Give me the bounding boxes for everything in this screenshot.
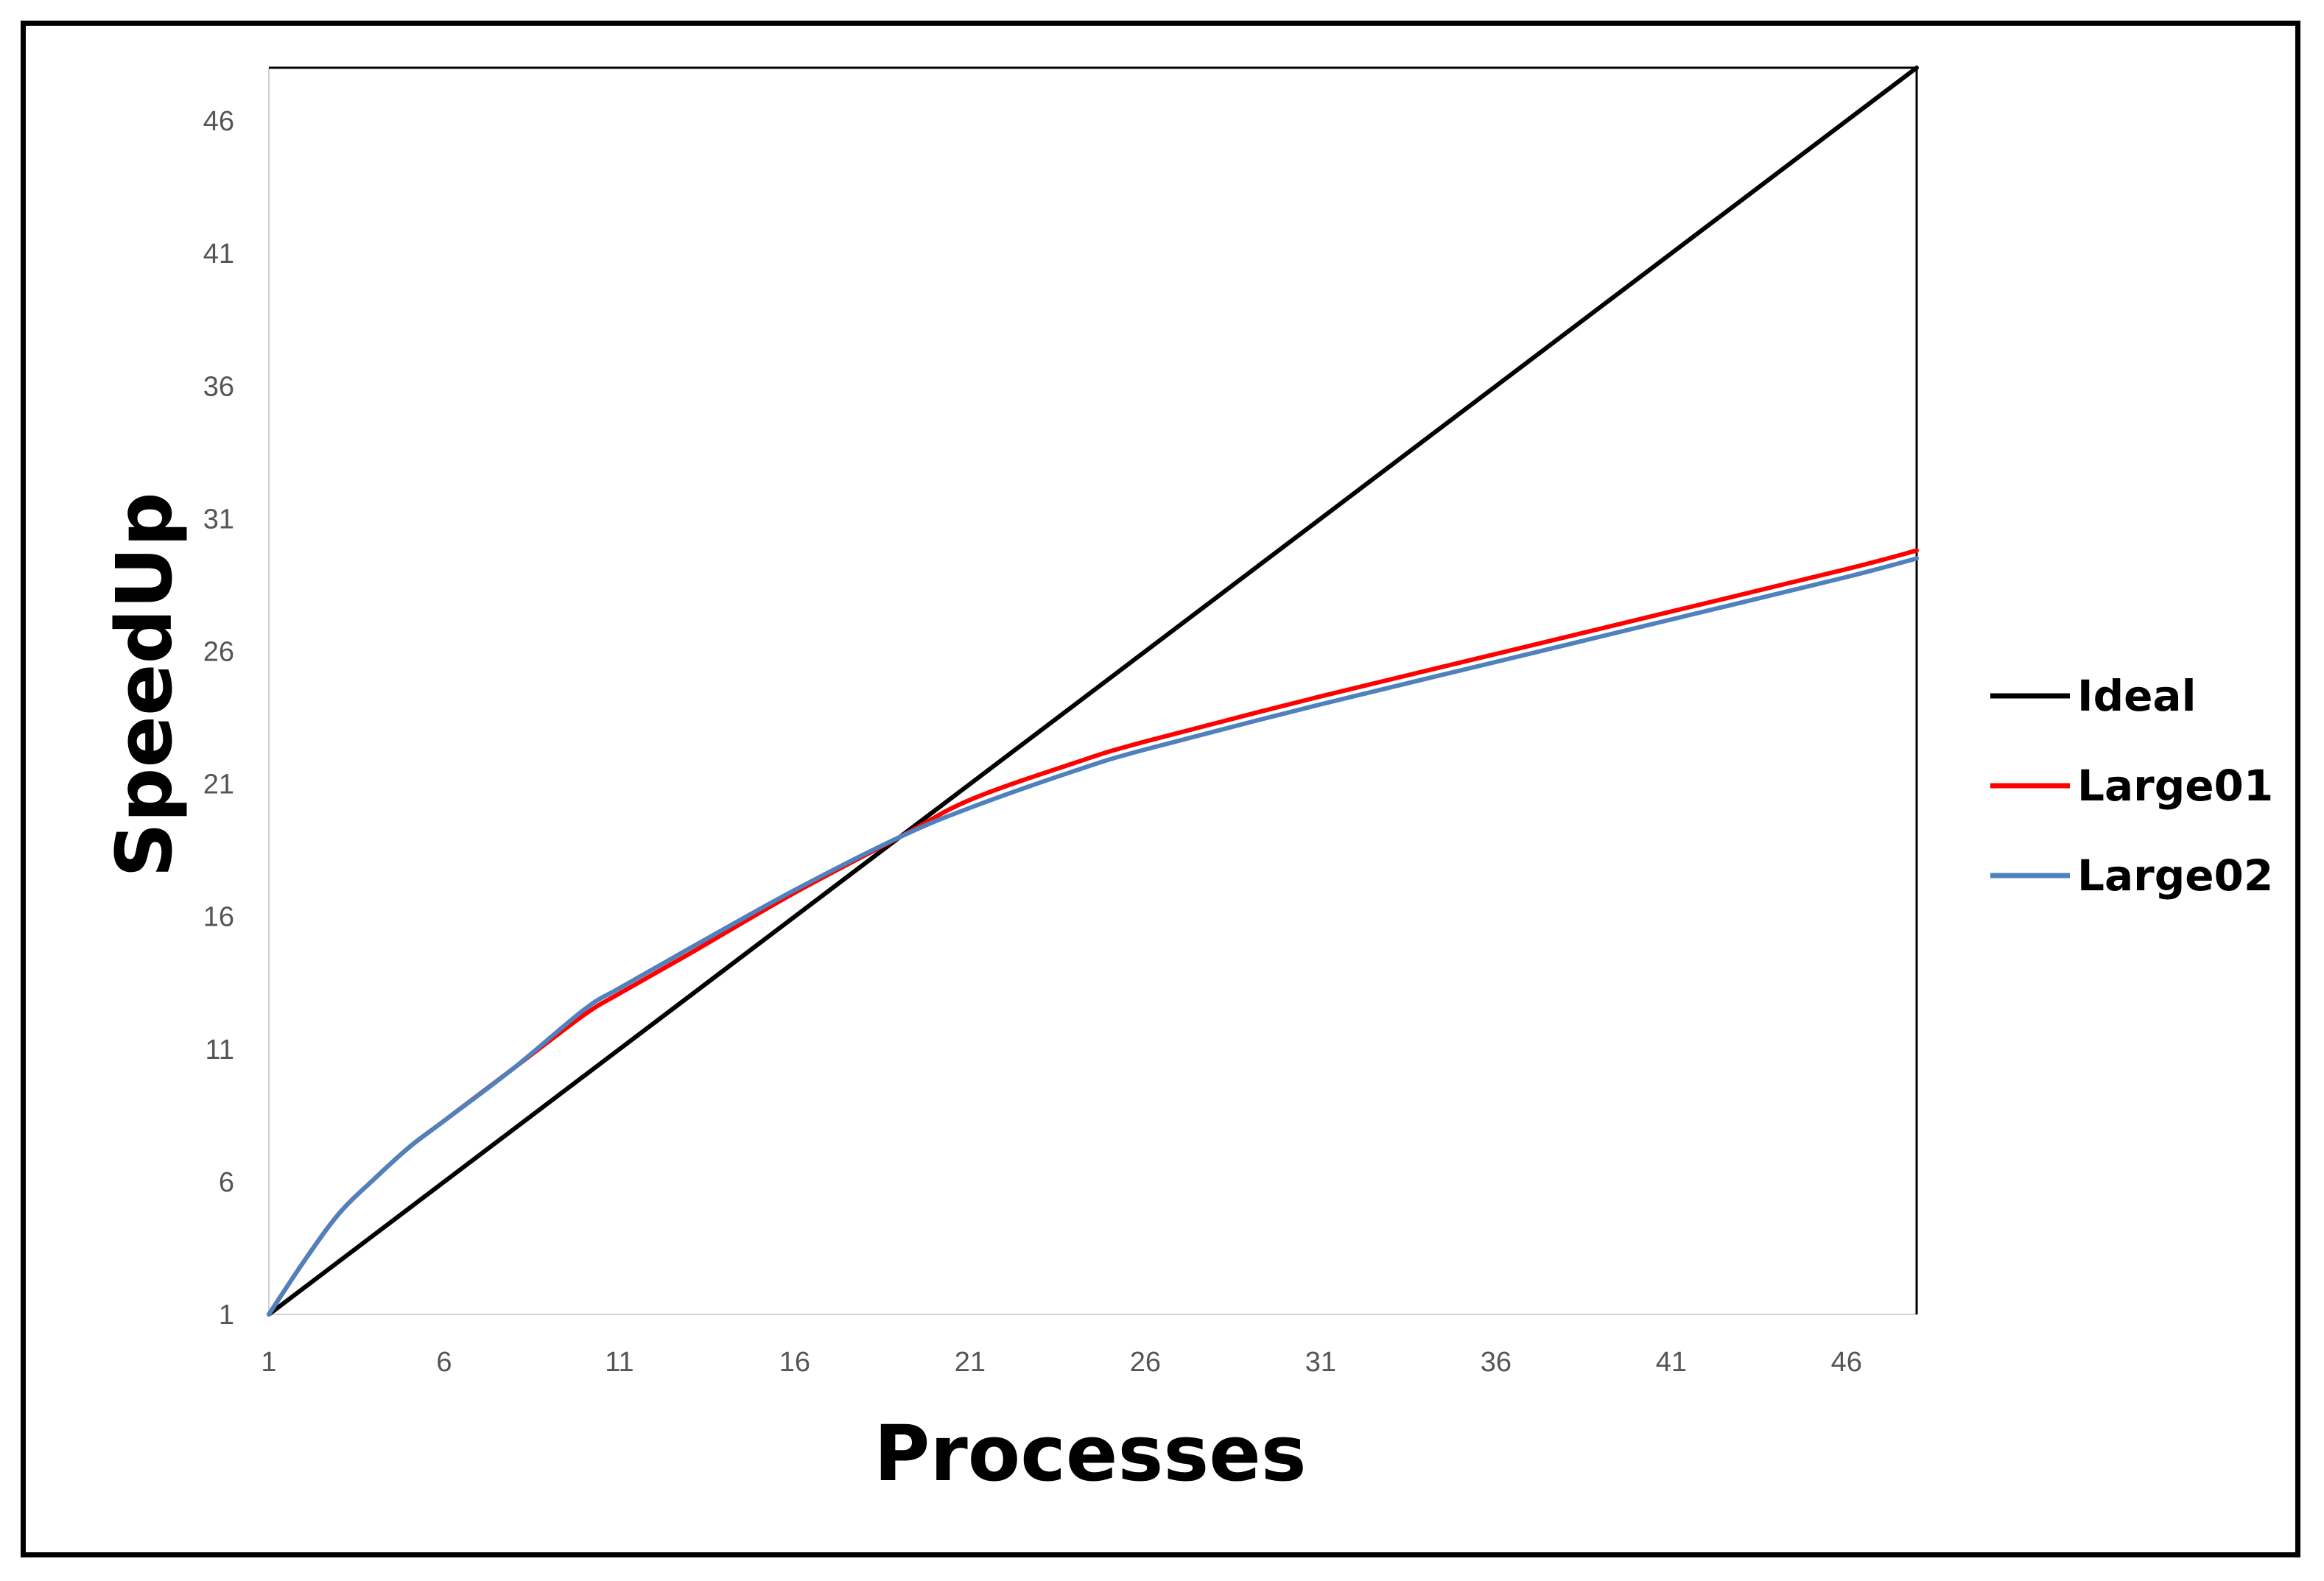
x-tick-label: 26 — [1130, 1347, 1161, 1378]
y-tick-label: 31 — [203, 504, 234, 535]
y-tick-label: 26 — [203, 636, 234, 667]
x-tick-label: 46 — [1831, 1347, 1862, 1378]
x-tick-label: 6 — [436, 1347, 452, 1378]
y-tick-label: 46 — [203, 106, 234, 137]
series-line-ideal — [267, 66, 1919, 1317]
plot-area — [268, 66, 1918, 1315]
y-tick-label: 36 — [203, 371, 234, 402]
y-tick-label: 6 — [219, 1167, 234, 1198]
x-tick-label: 16 — [779, 1347, 810, 1378]
legend-label-large02: Large02 — [2077, 851, 2273, 901]
x-tick-label: 11 — [605, 1347, 633, 1378]
chart-frame — [21, 21, 2300, 1557]
legend: Ideal Large01 Large02 — [1990, 671, 2273, 901]
x-tick-label: 1 — [261, 1347, 276, 1378]
x-tick-label: 41 — [1656, 1347, 1687, 1378]
y-tick-label: 41 — [203, 239, 234, 270]
x-axis-ticks: 1 6 11 16 21 26 31 36 41 46 — [261, 1347, 1862, 1378]
x-tick-label: 36 — [1481, 1347, 1512, 1378]
x-tick-label: 31 — [1305, 1347, 1336, 1378]
y-axis-title: SpeedUp — [99, 492, 189, 878]
y-tick-label: 21 — [203, 770, 234, 800]
y-tick-label: 16 — [203, 902, 234, 933]
y-tick-label: 1 — [219, 1300, 234, 1331]
series-layer — [267, 66, 1919, 1317]
x-tick-label: 21 — [955, 1347, 986, 1378]
series-line-large02 — [267, 556, 1919, 1317]
legend-label-ideal: Ideal — [2077, 671, 2196, 721]
series-line-large01 — [267, 548, 1919, 1317]
y-tick-label: 11 — [206, 1035, 234, 1066]
x-axis-title: Processes — [874, 1409, 1306, 1499]
legend-label-large01: Large01 — [2077, 761, 2273, 811]
